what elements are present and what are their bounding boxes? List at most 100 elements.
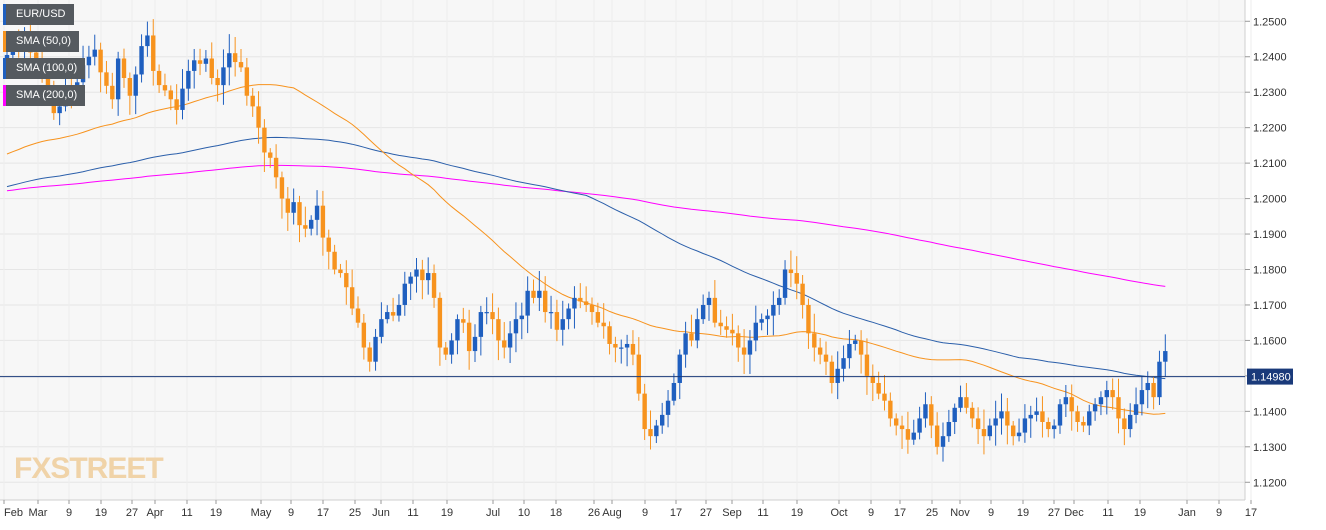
candle-body-down xyxy=(964,397,969,408)
legend-swatch xyxy=(3,4,6,25)
candle-body-up xyxy=(139,46,144,75)
x-tick-label: 11 xyxy=(757,507,768,519)
candle-body-up xyxy=(958,397,963,408)
candle-body-down xyxy=(162,85,168,91)
candle-body-down xyxy=(168,90,173,100)
plot-background xyxy=(0,0,1245,500)
candle-body-up xyxy=(940,436,946,447)
candle-body-up xyxy=(560,319,565,330)
candle-body-down xyxy=(367,347,372,362)
candle-body-down xyxy=(689,333,694,341)
candle-body-down xyxy=(583,301,589,305)
x-tick-label: Nov xyxy=(950,507,970,519)
candle-body-down xyxy=(899,425,905,430)
candle-body-down xyxy=(595,312,601,323)
candle-body-up xyxy=(92,49,97,57)
candle-body-up xyxy=(309,219,314,229)
candle-body-up xyxy=(385,312,390,320)
candle-body-down xyxy=(355,308,361,323)
legend-item: SMA (100,0) xyxy=(3,58,86,79)
x-tick-label: 9 xyxy=(288,507,294,519)
candle-body-down xyxy=(724,326,729,330)
candle-body-up xyxy=(683,333,688,355)
candle-body-up xyxy=(1133,404,1139,415)
candle-body-up xyxy=(548,312,554,314)
candle-body-up xyxy=(572,297,577,309)
candle-body-down xyxy=(718,322,723,327)
candle-body-down xyxy=(905,429,911,440)
candle-body-up xyxy=(1092,404,1098,412)
x-tick-label: 27 xyxy=(1048,507,1060,519)
candle-body-down xyxy=(273,157,279,178)
candle-body-down xyxy=(502,340,507,348)
candle-body-up xyxy=(1034,411,1039,415)
candle-body-down xyxy=(1081,421,1086,426)
candle-body-down xyxy=(970,407,975,419)
x-tick-label: 17 xyxy=(894,507,906,519)
legend-item: SMA (200,0) xyxy=(3,85,86,106)
candle-body-down xyxy=(466,322,472,352)
candle-body-up xyxy=(771,304,776,316)
candle-body-down xyxy=(630,343,636,355)
candle-body-up xyxy=(221,67,226,86)
candle-body-down xyxy=(876,382,881,394)
y-tick-label: 1.2200 xyxy=(1253,123,1287,135)
candle-body-down xyxy=(34,52,39,63)
candle-body-up xyxy=(396,304,402,316)
candle-body-down xyxy=(543,290,548,313)
candle-body-up xyxy=(1022,418,1028,433)
candle-body-down xyxy=(1040,411,1045,422)
y-tick-label: 1.1800 xyxy=(1253,265,1287,277)
candle-body-up xyxy=(478,312,484,337)
candle-body-up xyxy=(115,58,121,100)
candle-body-up xyxy=(987,425,992,437)
x-tick-label: 17 xyxy=(317,507,329,519)
candle-body-up xyxy=(513,319,519,334)
candle-body-up xyxy=(923,404,928,419)
x-tick-label: Jul xyxy=(486,507,500,519)
y-tick-label: 1.2500 xyxy=(1253,16,1287,28)
x-tick-label: Dec xyxy=(1064,507,1084,519)
last-price-label-bg xyxy=(1247,368,1293,385)
candle-body-up xyxy=(186,70,191,89)
candle-body-down xyxy=(420,269,425,281)
candle-body-up xyxy=(695,319,700,341)
candle-body-up xyxy=(1063,397,1069,405)
candle-body-down xyxy=(1069,397,1074,412)
candle-body-up xyxy=(449,340,454,355)
candle-body-down xyxy=(98,49,103,73)
legend-label: SMA (50,0) xyxy=(16,35,72,47)
candle-body-down xyxy=(104,72,109,86)
candle-body-up xyxy=(472,336,478,352)
candle-body-down xyxy=(443,347,448,355)
candle-body-down xyxy=(121,58,127,79)
candle-body-down xyxy=(1116,397,1121,419)
candle-body-down xyxy=(1151,382,1156,398)
candle-body-down xyxy=(788,269,794,274)
candle-body-down xyxy=(1011,425,1016,437)
candle-body-down xyxy=(712,297,718,323)
x-tick-label: Aug xyxy=(602,507,622,519)
candle-body-down xyxy=(648,429,653,437)
candle-body-down xyxy=(812,333,817,348)
y-tick-label: 1.1700 xyxy=(1253,300,1287,312)
candle-body-up xyxy=(999,411,1004,419)
candle-body-down xyxy=(800,283,805,305)
x-tick-label: 27 xyxy=(700,507,712,519)
candle-body-up xyxy=(671,382,677,401)
candle-body-down xyxy=(209,58,214,79)
candle-body-down xyxy=(151,35,156,71)
x-tick-label: Oct xyxy=(830,507,847,519)
candle-body-down xyxy=(894,418,899,426)
x-tick-label: 17 xyxy=(1245,507,1257,519)
candle-body-up xyxy=(1139,390,1145,405)
candle-body-up xyxy=(455,319,460,341)
candle-body-up xyxy=(408,276,413,284)
y-tick-label: 1.1900 xyxy=(1253,229,1287,241)
candle-body-up xyxy=(1016,432,1022,437)
x-tick-label: 19 xyxy=(791,507,803,519)
candle-body-down xyxy=(461,319,466,323)
candle-body-up xyxy=(952,407,957,422)
candle-body-up xyxy=(700,304,706,320)
